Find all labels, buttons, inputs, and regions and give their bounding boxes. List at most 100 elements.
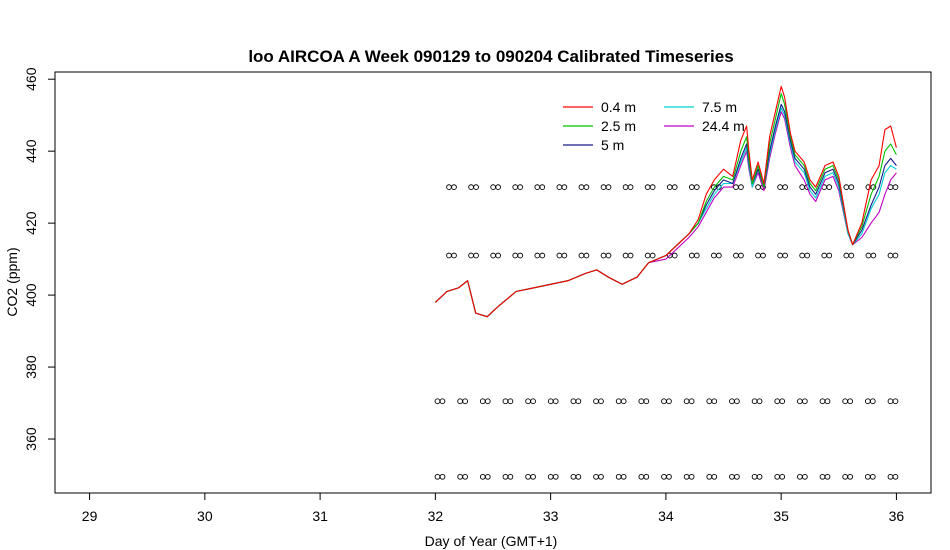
marker-point: [490, 184, 497, 190]
marker-point: [716, 252, 722, 259]
marker-point: [434, 398, 441, 405]
marker-point: [575, 398, 582, 405]
marker-point: [843, 184, 850, 190]
marker-point: [578, 252, 585, 259]
marker-point: [644, 252, 651, 259]
marker-point: [556, 252, 563, 259]
marker-rows: [434, 184, 899, 480]
marker-point: [578, 184, 585, 190]
marker-point: [892, 184, 899, 190]
marker-point: [661, 473, 667, 480]
marker-point: [439, 473, 446, 480]
marker-point: [600, 252, 607, 259]
marker-point: [688, 184, 695, 190]
x-tick-label: 33: [543, 508, 559, 524]
marker-point: [593, 473, 599, 480]
marker-point: [774, 473, 781, 480]
marker-point: [826, 252, 833, 259]
marker-point: [671, 252, 678, 259]
marker-point: [706, 398, 713, 405]
marker-point: [661, 398, 667, 405]
marker-point: [539, 252, 546, 259]
y-tick-label: 420: [23, 211, 39, 235]
x-axis: 29 30 31 32 33 34 35 36: [82, 493, 904, 524]
marker-point: [446, 252, 452, 259]
marker-point: [457, 473, 463, 480]
marker-point: [819, 473, 826, 480]
marker-point: [864, 398, 871, 405]
marker-point: [490, 252, 497, 259]
legend-label: 0.4 m: [601, 99, 636, 115]
marker-point: [693, 184, 700, 190]
x-tick-label: 29: [82, 508, 98, 524]
marker-point: [821, 252, 828, 259]
marker-point: [556, 184, 563, 190]
marker-point: [755, 252, 761, 259]
marker-point: [561, 252, 568, 259]
marker-point: [473, 184, 479, 190]
marker-point: [615, 473, 622, 480]
marker-point: [622, 252, 629, 259]
marker-point: [530, 398, 536, 405]
marker-point: [457, 398, 463, 405]
marker-point: [683, 473, 690, 480]
marker-point: [797, 473, 803, 480]
marker-point: [688, 398, 695, 405]
marker-point: [734, 473, 740, 480]
marker-point: [495, 252, 502, 259]
legend-label: 24.4 m: [702, 118, 745, 134]
series-line: [435, 93, 897, 318]
marker-point: [644, 184, 651, 190]
marker-point: [534, 184, 541, 190]
marker-point: [729, 473, 735, 480]
marker-point: [847, 398, 854, 405]
marker-point: [468, 184, 474, 190]
marker-point: [869, 473, 876, 480]
series-line: [435, 85, 897, 318]
marker-point: [507, 473, 514, 480]
marker-point: [507, 398, 514, 405]
marker-point: [534, 252, 541, 259]
marker-point: [711, 398, 718, 405]
x-tick-label: 31: [312, 508, 328, 524]
marker-point: [552, 398, 559, 405]
y-tick-label: 400: [23, 283, 39, 307]
marker-point: [638, 473, 645, 480]
marker-point: [638, 398, 645, 405]
marker-point: [688, 473, 695, 480]
marker-point: [760, 252, 766, 259]
marker-point: [627, 252, 634, 259]
marker-point: [693, 252, 700, 259]
legend-label: 7.5 m: [702, 99, 737, 115]
marker-point: [865, 252, 872, 259]
marker-point: [733, 184, 739, 190]
marker-point: [583, 184, 590, 190]
marker-point: [751, 398, 758, 405]
marker-point: [434, 473, 441, 480]
legend: 0.4 m 2.5 m 5 m 7.5 m 24.4 m: [563, 99, 745, 153]
marker-point: [802, 398, 808, 405]
marker-point: [462, 473, 468, 480]
marker-point: [733, 252, 739, 259]
marker-point: [598, 473, 604, 480]
y-tick-label: 380: [23, 355, 39, 379]
marker-point: [530, 473, 536, 480]
marker-point: [539, 184, 546, 190]
marker-point: [892, 473, 899, 480]
legend-label: 5 m: [601, 137, 624, 153]
legend-label: 2.5 m: [601, 118, 636, 134]
marker-point: [525, 473, 531, 480]
y-axis: 360 380 400 420 440 460: [23, 67, 55, 451]
marker-point: [729, 398, 735, 405]
marker-point: [887, 252, 894, 259]
marker-point: [570, 398, 577, 405]
x-tick-label: 34: [658, 508, 674, 524]
marker-point: [643, 398, 650, 405]
marker-point: [517, 252, 524, 259]
marker-point: [598, 398, 604, 405]
marker-point: [824, 473, 831, 480]
marker-point: [627, 184, 634, 190]
y-tick-label: 360: [23, 427, 39, 451]
marker-point: [525, 398, 531, 405]
